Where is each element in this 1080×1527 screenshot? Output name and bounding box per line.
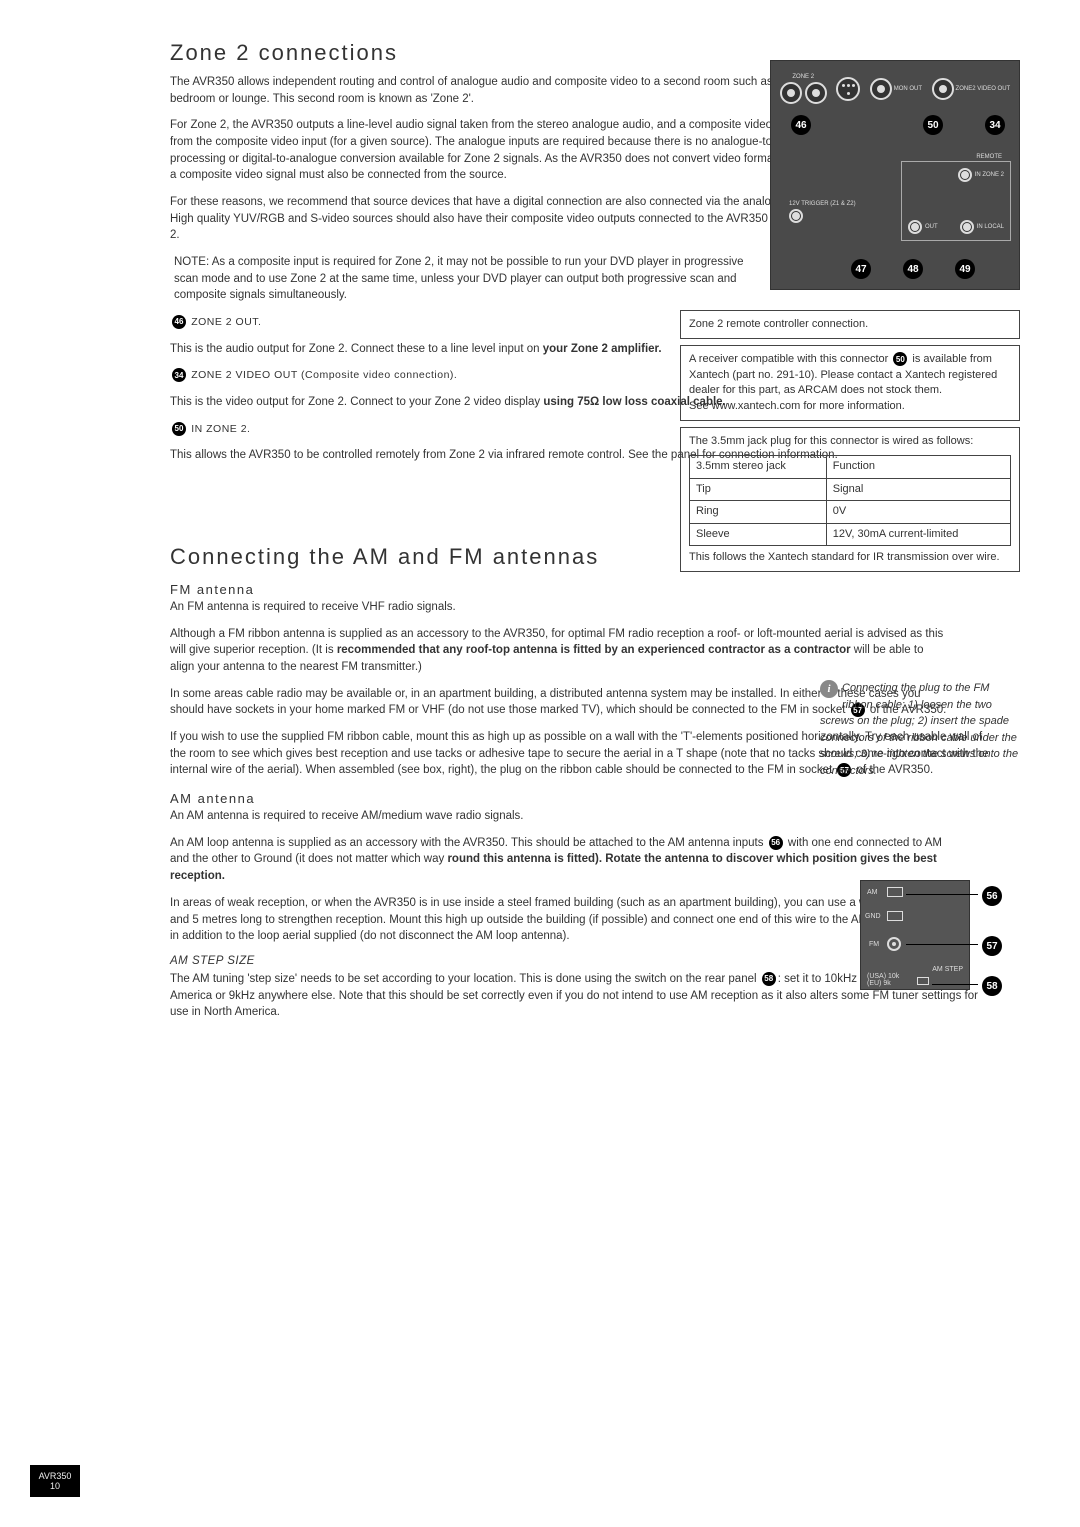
ref-58-icon: 58 <box>762 972 776 986</box>
tbl-cell: Signal <box>826 478 1010 500</box>
zone2-panel-diagram: ZONE 2 MON OUT ZONE2 VIDEO OUT 46 50 34 … <box>770 60 1020 290</box>
leader-line <box>906 894 978 895</box>
am-step-values: (USA) 10k (EU) 9k <box>867 973 899 987</box>
remote-lbl: REMOTE <box>976 154 1002 160</box>
am-lbl: AM <box>867 889 878 896</box>
ref-50-icon: 50 <box>172 422 186 436</box>
callout-58: 58 <box>982 976 1002 996</box>
am-step-lbl: AM STEP <box>932 966 963 973</box>
tbl-cell: 12V, 30mA current-limited <box>826 523 1010 545</box>
callout-50: 50 <box>923 115 943 135</box>
tbl-cell: Ring <box>690 501 827 523</box>
callout-49: 49 <box>955 259 975 279</box>
zone2-p1: The AVR350 allows independent routing an… <box>170 74 850 107</box>
am-antenna-head: AM antenna <box>170 791 950 806</box>
tbl-head-func: Function <box>826 456 1010 478</box>
rca-jack-icon <box>932 78 954 100</box>
callout-46: 46 <box>791 115 811 135</box>
in-zone2-lbl: IN ZONE 2 <box>975 172 1004 178</box>
slide-switch-icon <box>917 977 929 985</box>
am-p1: An AM antenna is required to receive AM/… <box>170 808 950 825</box>
am-p2: An AM loop antenna is supplied as an acc… <box>170 835 950 885</box>
leader-line <box>932 984 978 985</box>
in-local-lbl: IN LOCAL <box>977 224 1004 230</box>
info-box-3: The 3.5mm jack plug for this connector i… <box>680 427 1020 572</box>
fm-plug-tip: i Connecting the plug to the FM ribbon c… <box>820 680 1020 779</box>
fm-lbl: FM <box>869 941 879 948</box>
out-lbl: OUT <box>925 224 938 230</box>
zone2-out-label: ZONE 2 OUT. <box>191 316 261 328</box>
rca-jack-icon <box>780 82 802 104</box>
info-box-3-intro: The 3.5mm jack plug for this connector i… <box>689 434 1011 449</box>
jack-wiring-table: 3.5mm stereo jackFunction TipSignal Ring… <box>689 455 1011 546</box>
ref-46-icon: 46 <box>172 315 186 329</box>
info-box-2: A receiver compatible with this connecto… <box>680 345 1020 421</box>
zone2-p3: For these reasons, we recommend that sou… <box>170 194 850 244</box>
info-box-1: Zone 2 remote controller connection. <box>680 310 1020 339</box>
rca-jack-icon <box>870 78 892 100</box>
zone2-info-column: Zone 2 remote controller connection. A r… <box>680 310 1020 578</box>
tbl-cell: Sleeve <box>690 523 827 545</box>
am-p3: In areas of weak reception, or when the … <box>170 895 950 945</box>
callout-48: 48 <box>903 259 923 279</box>
trigger-lbl: 12V TRIGGER (Z1 & Z2) <box>789 201 856 207</box>
fm-p2: Although a FM ribbon antenna is supplied… <box>170 626 950 676</box>
antenna-panel-diagram: AM GND FM AM STEP (USA) 10k (EU) 9k 56 5… <box>860 880 1020 1020</box>
screw-terminal-icon <box>887 887 903 897</box>
callout-34: 34 <box>985 115 1005 135</box>
zone2-in-label: IN ZONE 2. <box>191 423 250 435</box>
fm-antenna-head: FM antenna <box>170 582 950 597</box>
tbl-head-jack: 3.5mm stereo jack <box>690 456 827 478</box>
callout-47: 47 <box>851 259 871 279</box>
mini-jack-icon <box>908 220 922 234</box>
ref-56-icon: 56 <box>769 836 783 850</box>
footer-model: AVR350 <box>32 1471 78 1481</box>
footer-page: 10 <box>32 1481 78 1491</box>
info-icon: i <box>820 680 838 698</box>
mini-jack-icon <box>789 209 803 223</box>
tbl-cell: Tip <box>690 478 827 500</box>
zone2-note: NOTE: As a composite input is required f… <box>170 254 750 304</box>
remote-box: REMOTE IN ZONE 2 OUT IN LOCAL <box>901 161 1011 241</box>
ref-50-icon: 50 <box>893 352 907 366</box>
mini-jack-icon <box>958 168 972 182</box>
zone2-p2: For Zone 2, the AVR350 outputs a line-le… <box>170 117 850 184</box>
callout-56: 56 <box>982 886 1002 906</box>
zone2-lbl: ZONE 2 <box>792 74 814 80</box>
leader-line <box>906 944 978 945</box>
info-box-3-outro: This follows the Xantech standard for IR… <box>689 550 1011 565</box>
coax-jack-icon <box>887 937 901 951</box>
mon-out-lbl: MON OUT <box>894 86 922 92</box>
mini-jack-icon <box>960 220 974 234</box>
ref-34-icon: 34 <box>172 368 186 382</box>
rca-jack-icon <box>805 82 827 104</box>
tbl-cell: 0V <box>826 501 1010 523</box>
screw-terminal-icon <box>887 911 903 921</box>
svideo-jack-icon <box>836 77 860 101</box>
zone2-video-out-label: ZONE 2 VIDEO OUT (Composite video connec… <box>191 369 457 381</box>
am-step-head: AM STEP SIZE <box>170 955 950 967</box>
page-footer: AVR350 10 <box>30 1465 80 1497</box>
trigger-group: 12V TRIGGER (Z1 & Z2) <box>789 201 856 225</box>
zone2-video-lbl: ZONE2 VIDEO OUT <box>956 86 1011 92</box>
fm-p1: An FM antenna is required to receive VHF… <box>170 599 950 616</box>
gnd-lbl: GND <box>865 913 881 920</box>
callout-57: 57 <box>982 936 1002 956</box>
